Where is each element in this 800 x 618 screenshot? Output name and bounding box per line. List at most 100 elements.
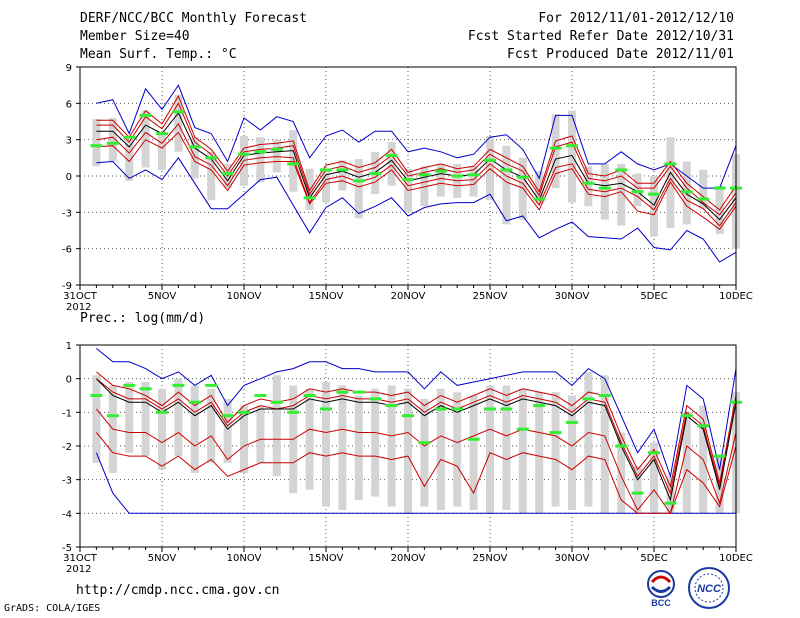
x-tick-label: 15NOV (309, 553, 344, 564)
header-title: DERF/NCC/BCC Monthly Forecast (80, 11, 307, 26)
ensemble-box (453, 392, 462, 507)
median-line (96, 112, 737, 221)
y-tick-label: -4 (62, 509, 72, 520)
observed-marker (270, 147, 283, 151)
ensemble-box (141, 110, 150, 168)
x-tick-label: 30NOV (555, 553, 590, 564)
ensemble-box (617, 163, 626, 226)
ncc-logo-text: NCC (697, 583, 722, 595)
ensemble-box (354, 159, 363, 219)
observed-marker (402, 414, 414, 418)
x-tick-label: 5DEC (640, 553, 667, 564)
x-tick-label: 10NOV (227, 553, 262, 564)
observed-marker (385, 153, 398, 157)
observed-marker (320, 407, 332, 411)
observed-marker (287, 162, 300, 166)
observed-marker (500, 168, 513, 172)
y-tick-label: 6 (66, 99, 72, 110)
observed-marker (336, 168, 349, 172)
observed-marker (352, 390, 365, 394)
observed-marker (533, 197, 546, 201)
ensemble-box (190, 385, 199, 473)
x-tick-label: 10NOV (227, 291, 262, 302)
ensemble-box (486, 385, 494, 514)
ensemble-box (240, 405, 248, 473)
observed-marker (123, 135, 136, 139)
q90-line (96, 371, 737, 489)
observed-marker (615, 444, 628, 448)
min-line (96, 156, 737, 263)
ensemble-box (502, 145, 511, 225)
header-variable: Mean Surf. Temp.: °C (80, 47, 237, 62)
footer-url[interactable]: http://cmdp.ncc.cma.gov.cn (76, 583, 280, 598)
observed-marker (172, 110, 185, 114)
observed-marker (90, 394, 103, 397)
x-tick-label: 5NOV (148, 291, 177, 302)
header-member-size: Member Size=40 (80, 29, 190, 44)
observed-marker (106, 141, 119, 145)
observed-marker (598, 186, 611, 190)
x-tick-label: 20NOV (391, 291, 426, 302)
ensemble-box (125, 139, 134, 181)
ensemble-box (256, 405, 265, 463)
ensemble-box (420, 398, 429, 507)
y-tick-label: 3 (66, 136, 72, 147)
ensemble-box (174, 378, 183, 457)
q25-line (96, 122, 737, 227)
observed-marker (484, 158, 496, 162)
x-tick-label: 25NOV (473, 553, 508, 564)
ensemble-box (404, 388, 412, 514)
ensemble-box (223, 398, 232, 463)
observed-marker (172, 383, 185, 387)
x-tick-label: 5NOV (148, 553, 177, 564)
observed-marker (566, 144, 578, 148)
observed-marker (205, 383, 218, 387)
observed-marker (336, 390, 349, 394)
observed-marker (648, 451, 660, 455)
observed-marker (303, 394, 316, 397)
ensemble-box (436, 163, 445, 197)
observed-marker (664, 162, 677, 166)
observed-marker (238, 410, 250, 414)
observed-marker (615, 168, 628, 172)
y-tick-label: -2 (62, 442, 72, 453)
observed-marker (418, 441, 431, 445)
observed-marker (500, 407, 513, 411)
header-produced-date: Fcst Produced Date 2012/11/01 (507, 47, 734, 62)
observed-marker (352, 179, 365, 183)
ncc-logo: NCC (688, 567, 730, 609)
ensemble-box (125, 382, 134, 453)
observed-marker (467, 437, 480, 441)
observed-marker (188, 400, 201, 404)
ensemble-box (420, 166, 429, 207)
observed-marker (402, 178, 414, 182)
x-tick-label: 25NOV (473, 291, 508, 302)
ensemble-box (322, 169, 330, 203)
observed-marker (467, 173, 480, 177)
observed-marker (549, 431, 562, 435)
max-line (96, 84, 737, 189)
ensemble-box (92, 119, 101, 167)
q25-line (96, 408, 737, 515)
observed-marker (205, 156, 218, 160)
ensemble-box (502, 385, 511, 510)
ensemble-box (387, 385, 396, 507)
observed-marker (254, 394, 267, 397)
ensemble-box (469, 395, 478, 510)
ensemble-box (551, 392, 560, 507)
observed-marker (434, 169, 447, 173)
observed-marker (434, 407, 447, 411)
observed-marker (270, 400, 283, 404)
ensemble-box (272, 139, 281, 173)
x-tick-label: 30NOV (555, 291, 590, 302)
y-tick-label: 1 (66, 341, 72, 352)
min-line (95, 452, 736, 514)
ensemble-box (158, 388, 166, 470)
footer-credit: GrADS: COLA/IGES (4, 603, 101, 614)
ensemble-box (650, 176, 658, 237)
ensemble-box (617, 432, 626, 514)
ensemble-box (535, 171, 544, 204)
y-tick-label: -3 (62, 476, 72, 487)
year-label: 2012 (66, 302, 91, 313)
